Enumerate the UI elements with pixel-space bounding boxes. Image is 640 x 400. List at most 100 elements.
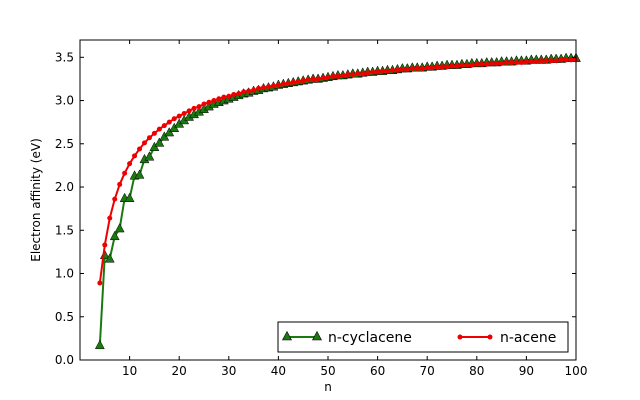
data-point-acene	[335, 73, 341, 79]
data-point-cyclacene	[104, 253, 115, 263]
data-point-acene	[494, 60, 500, 66]
x-tick-label: 20	[172, 364, 187, 378]
y-tick-label: 3.0	[55, 94, 74, 108]
data-point-acene	[553, 58, 559, 64]
data-point-acene	[315, 76, 321, 82]
legend-entry-cyclacene: n-cyclacene	[282, 330, 412, 346]
data-point-acene	[151, 130, 157, 136]
data-point-acene	[280, 81, 286, 87]
data-point-acene	[444, 64, 450, 70]
legend-acene-marker-start	[457, 334, 463, 340]
y-axis-label: Electron affinity (eV)	[29, 138, 43, 262]
data-point-acene	[365, 70, 371, 76]
data-point-acene	[380, 68, 386, 74]
data-point-acene	[171, 116, 177, 122]
data-point-acene	[439, 64, 445, 70]
data-point-acene	[300, 78, 306, 84]
x-axis-label: n	[324, 380, 332, 394]
y-tick-label: 1.5	[55, 223, 74, 237]
data-point-acene	[528, 59, 534, 65]
data-point-acene	[265, 84, 271, 90]
data-point-acene	[236, 91, 242, 97]
data-point-cyclacene	[134, 169, 145, 179]
data-point-acene	[404, 66, 410, 72]
data-point-acene	[112, 196, 118, 202]
x-tick-label: 90	[519, 364, 534, 378]
data-point-acene	[275, 82, 281, 88]
data-point-acene	[107, 215, 113, 221]
data-point-acene	[538, 58, 544, 64]
data-point-acene	[146, 135, 152, 141]
data-point-acene	[489, 60, 495, 66]
y-ticks: 0.0 0.5 1.0 1.5 2.0 2.5 3.0 3.5	[55, 50, 576, 367]
data-point-acene	[221, 94, 227, 100]
data-point-acene	[132, 153, 138, 159]
data-point-acene	[419, 66, 425, 72]
data-point-acene	[226, 93, 232, 99]
data-point-acene	[305, 77, 311, 83]
data-point-acene	[340, 72, 346, 78]
data-point-acene	[206, 99, 212, 105]
data-point-acene	[166, 119, 172, 125]
data-point-acene	[504, 59, 510, 65]
data-point-acene	[290, 79, 296, 85]
data-point-acene	[424, 65, 430, 71]
legend-cyclacene-marker-end	[312, 330, 322, 341]
legend: n-cyclacene n-acene	[277, 321, 569, 353]
data-point-cyclacene	[114, 223, 125, 233]
data-point-acene	[568, 57, 574, 63]
legend-acene-label: n-acene	[500, 330, 556, 346]
data-point-cyclacene	[144, 151, 155, 161]
data-point-acene	[499, 60, 505, 66]
data-point-acene	[122, 170, 128, 176]
data-point-acene	[409, 66, 415, 72]
data-point-acene	[469, 62, 475, 68]
data-point-acene	[523, 59, 529, 65]
data-point-acene	[137, 146, 143, 152]
x-tick-label: 60	[370, 364, 385, 378]
y-tick-label: 3.5	[55, 50, 74, 64]
data-point-acene	[454, 63, 460, 69]
data-point-acene	[201, 101, 207, 107]
data-point-cyclacene	[154, 137, 165, 147]
data-point-acene	[394, 67, 400, 73]
data-point-acene	[295, 79, 301, 85]
data-point-acene	[117, 181, 123, 187]
data-point-acene	[196, 104, 202, 110]
data-point-acene	[186, 108, 192, 114]
data-point-acene	[330, 73, 336, 79]
y-tick-label: 2.5	[55, 137, 74, 151]
data-point-cyclacene	[124, 192, 135, 203]
data-point-cyclacene	[94, 339, 105, 350]
data-point-acene	[399, 66, 405, 72]
data-point-acene	[285, 80, 291, 86]
data-point-acene	[251, 87, 257, 93]
data-point-acene	[548, 58, 554, 64]
legend-entry-acene: n-acene	[457, 330, 556, 346]
data-point-acene	[474, 61, 480, 67]
x-tick-label: 50	[320, 364, 335, 378]
data-point-acene	[246, 88, 252, 94]
data-point-acene	[370, 69, 376, 75]
data-point-acene	[360, 71, 366, 77]
data-point-acene	[543, 58, 549, 64]
data-point-acene	[97, 280, 103, 286]
x-tick-label: 30	[221, 364, 236, 378]
data-point-acene	[429, 65, 435, 71]
data-point-acene	[310, 76, 316, 82]
data-point-acene	[509, 59, 515, 65]
y-tick-label: 0.0	[55, 353, 74, 367]
data-point-acene	[161, 123, 167, 129]
y-tick-label: 0.5	[55, 310, 74, 324]
legend-cyclacene-marker-start	[282, 330, 292, 341]
y-tick-label: 2.0	[55, 180, 74, 194]
data-point-acene	[216, 96, 222, 102]
data-point-acene	[320, 75, 326, 81]
data-point-acene	[181, 111, 187, 117]
legend-box	[277, 321, 569, 353]
data-point-cyclacene	[109, 230, 120, 241]
data-point-acene	[563, 57, 569, 63]
data-point-acene	[355, 71, 361, 77]
